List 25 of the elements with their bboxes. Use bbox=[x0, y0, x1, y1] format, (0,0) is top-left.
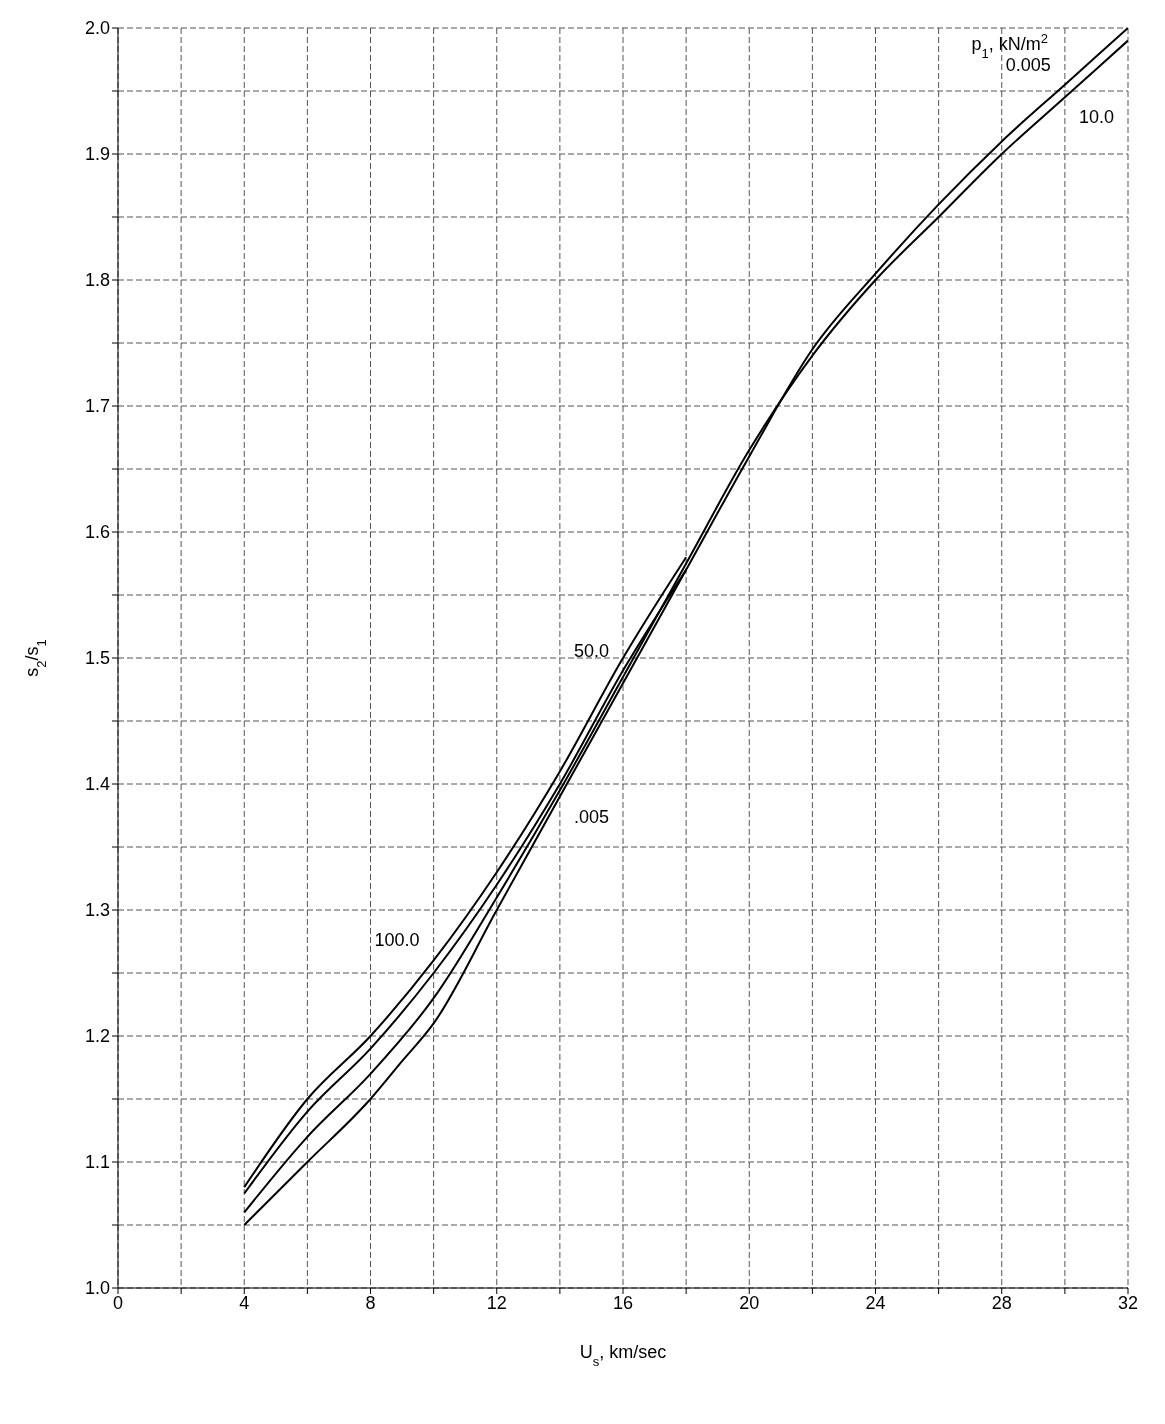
x-tick-label: 28 bbox=[991, 1292, 1012, 1313]
y-tick-label: 1.2 bbox=[84, 1026, 110, 1047]
y-tick-label: 1.8 bbox=[84, 270, 110, 291]
annotation: 100.0 bbox=[374, 930, 420, 951]
x-tick-label: 32 bbox=[1117, 1292, 1139, 1313]
y-tick-label: 2.0 bbox=[84, 18, 110, 39]
y-tick-label: 1.0 bbox=[84, 1278, 110, 1299]
y-tick-label: 1.1 bbox=[84, 1152, 110, 1173]
x-tick-label: 20 bbox=[739, 1292, 760, 1313]
x-tick-label: 8 bbox=[365, 1292, 376, 1313]
y-tick-label: 1.3 bbox=[84, 900, 110, 921]
y-tick-label: 1.7 bbox=[84, 396, 110, 417]
annotation: 50.0 bbox=[573, 640, 609, 661]
x-tick-label: 24 bbox=[865, 1292, 886, 1313]
x-tick-label: 4 bbox=[239, 1292, 250, 1313]
y-tick-label: 1.5 bbox=[84, 648, 110, 669]
y-tick-label: 1.6 bbox=[84, 522, 110, 543]
y-tick-label: 1.9 bbox=[84, 144, 110, 165]
y-tick-label: 1.4 bbox=[84, 774, 110, 795]
x-tick-label: 16 bbox=[612, 1292, 634, 1313]
x-axis-title: U$_{s}$, km/sec bbox=[579, 1342, 667, 1369]
annotation: .005 bbox=[573, 806, 609, 827]
x-tick-label: 0 bbox=[112, 1292, 124, 1313]
annotation: 10.0 bbox=[1078, 107, 1114, 128]
x-tick-label: 12 bbox=[486, 1292, 507, 1313]
